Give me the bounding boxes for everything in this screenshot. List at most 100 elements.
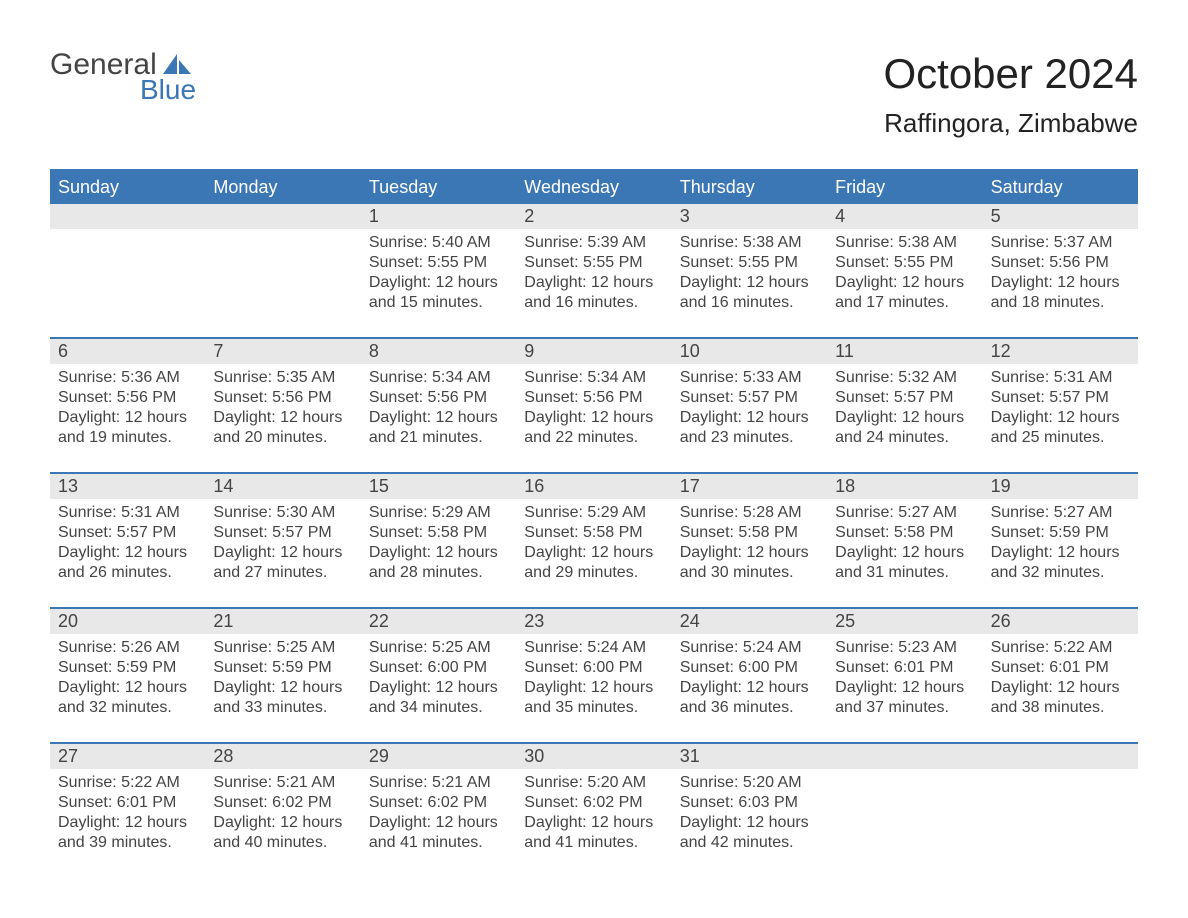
day-number: 24 [672, 609, 827, 634]
day-number: 30 [516, 744, 671, 769]
day-content: Sunrise: 5:38 AMSunset: 5:55 PMDaylight:… [827, 229, 982, 337]
day-line: Sunrise: 5:38 AM [680, 233, 819, 253]
day-content: Sunrise: 5:25 AMSunset: 5:59 PMDaylight:… [205, 634, 360, 742]
day-line: and 22 minutes. [524, 428, 663, 448]
week-row: 6789101112 Sunrise: 5:36 AM Sunset: 5:56 P… [50, 337, 1138, 472]
day-line: Daylight: 12 hours [369, 543, 508, 563]
day-number: 14 [205, 474, 360, 499]
day-line: Daylight: 12 hours [369, 813, 508, 833]
daynum-row: 2728293031 [50, 744, 1138, 769]
day-line: Sunset: 5:58 PM [524, 523, 663, 543]
day-line: and 16 minutes. [524, 293, 663, 313]
day-content: Sunrise: 5:20 AMSunset: 6:03 PMDaylight:… [672, 769, 827, 877]
daynum-row: 6789101112 [50, 339, 1138, 364]
day-content: Sunrise: 5:34 AMSunset: 5:56 PMDaylight:… [361, 364, 516, 472]
day-line: Sunset: 6:01 PM [835, 658, 974, 678]
logo-text-blue: Blue [50, 76, 196, 104]
day-line: Daylight: 12 hours [991, 273, 1130, 293]
day-content: Sunrise: 5:31 AMSunset: 5:57 PMDaylight:… [50, 499, 205, 607]
day-line: and 41 minutes. [369, 833, 508, 853]
day-line: and 40 minutes. [213, 833, 352, 853]
day-line: Sunrise: 5:26 AM [58, 638, 197, 658]
day-line: Sunset: 5:58 PM [680, 523, 819, 543]
day-number [205, 204, 360, 229]
day-line: and 32 minutes. [58, 698, 197, 718]
day-line: Sunrise: 5:22 AM [991, 638, 1130, 658]
day-line: and 34 minutes. [369, 698, 508, 718]
day-line: and 35 minutes. [524, 698, 663, 718]
day-line: Daylight: 12 hours [524, 408, 663, 428]
header: General Blue October 2024 Raffingora, Zi… [50, 50, 1138, 139]
day-line: Daylight: 12 hours [991, 408, 1130, 428]
weekday-header: Saturday [983, 171, 1138, 204]
day-line: Sunset: 6:02 PM [369, 793, 508, 813]
day-number [827, 744, 982, 769]
daycontent-row: Sunrise: 5:36 AMSunset: 5:56 PMDaylight:… [50, 364, 1138, 472]
week-row: 2728293031Sunrise: 5:22 AMSunset: 6:01 P… [50, 742, 1138, 877]
sail-icon [163, 54, 191, 76]
day-content: Sunrise: 5:22 AMSunset: 6:01 PMDaylight:… [983, 634, 1138, 742]
day-line: Sunset: 5:59 PM [213, 658, 352, 678]
day-number: 4 [827, 204, 982, 229]
day-line: Sunrise: 5:21 AM [213, 773, 352, 793]
day-line: and 36 minutes. [680, 698, 819, 718]
day-line: and 21 minutes. [369, 428, 508, 448]
day-line: Daylight: 12 hours [58, 813, 197, 833]
day-number: 22 [361, 609, 516, 634]
weeks-container: 12345Sunrise: 5:40 AMSunset: 5:55 PMDayl… [50, 204, 1138, 877]
day-line: and 38 minutes. [991, 698, 1130, 718]
day-line: Daylight: 12 hours [213, 813, 352, 833]
day-content: Sunrise: 5:29 AMSunset: 5:58 PMDaylight:… [516, 499, 671, 607]
day-line: Sunrise: 5:34 AM [524, 368, 663, 388]
day-content: Sunrise: 5:32 AMSunset: 5:57 PMDaylight:… [827, 364, 982, 472]
day-line: Sunrise: 5:28 AM [680, 503, 819, 523]
daycontent-row: Sunrise: 5:22 AMSunset: 6:01 PMDaylight:… [50, 769, 1138, 877]
day-line: and 37 minutes. [835, 698, 974, 718]
day-number: 10 [672, 339, 827, 364]
day-line: and 17 minutes. [835, 293, 974, 313]
weekday-header: Tuesday [361, 171, 516, 204]
day-line: Sunset: 5:57 PM [58, 523, 197, 543]
day-number: 17 [672, 474, 827, 499]
day-line: Sunrise: 5:27 AM [835, 503, 974, 523]
day-line: Sunset: 6:02 PM [524, 793, 663, 813]
day-number: 7 [205, 339, 360, 364]
day-line: Daylight: 12 hours [680, 273, 819, 293]
day-line: Sunrise: 5:36 AM [58, 368, 197, 388]
day-content: Sunrise: 5:21 AMSunset: 6:02 PMDaylight:… [205, 769, 360, 877]
day-line: Sunset: 5:56 PM [213, 388, 352, 408]
weekday-header: Sunday [50, 171, 205, 204]
day-line: Sunrise: 5:24 AM [524, 638, 663, 658]
day-number: 16 [516, 474, 671, 499]
daynum-row: 13141516171819 [50, 474, 1138, 499]
day-number: 11 [827, 339, 982, 364]
daynum-row: 20212223242526 [50, 609, 1138, 634]
day-content: Sunrise: 5:33 AMSunset: 5:57 PMDaylight:… [672, 364, 827, 472]
day-line: Daylight: 12 hours [835, 408, 974, 428]
day-line: Daylight: 12 hours [58, 543, 197, 563]
day-line: Sunrise: 5:20 AM [524, 773, 663, 793]
day-line: and 33 minutes. [213, 698, 352, 718]
day-content: Sunrise: 5:23 AMSunset: 6:01 PMDaylight:… [827, 634, 982, 742]
day-line: Daylight: 12 hours [213, 408, 352, 428]
weekday-header: Monday [205, 171, 360, 204]
day-line: Sunrise: 5:40 AM [369, 233, 508, 253]
day-line: Daylight: 12 hours [58, 408, 197, 428]
day-number: 18 [827, 474, 982, 499]
day-number: 2 [516, 204, 671, 229]
day-line: Daylight: 12 hours [524, 813, 663, 833]
day-line: and 24 minutes. [835, 428, 974, 448]
day-content: Sunrise: 5:22 AMSunset: 6:01 PMDaylight:… [50, 769, 205, 877]
day-line: Daylight: 12 hours [991, 678, 1130, 698]
day-line: Sunset: 5:55 PM [835, 253, 974, 273]
day-line: and 27 minutes. [213, 563, 352, 583]
day-line: and 18 minutes. [991, 293, 1130, 313]
day-line: Sunrise: 5:32 AM [835, 368, 974, 388]
daycontent-row: Sunrise: 5:31 AMSunset: 5:57 PMDaylight:… [50, 499, 1138, 607]
day-content: Sunrise: 5:27 AMSunset: 5:59 PMDaylight:… [983, 499, 1138, 607]
day-number [983, 744, 1138, 769]
day-line: Sunset: 5:59 PM [58, 658, 197, 678]
day-number: 19 [983, 474, 1138, 499]
day-content: Sunrise: 5:29 AMSunset: 5:58 PMDaylight:… [361, 499, 516, 607]
day-line: and 19 minutes. [58, 428, 197, 448]
